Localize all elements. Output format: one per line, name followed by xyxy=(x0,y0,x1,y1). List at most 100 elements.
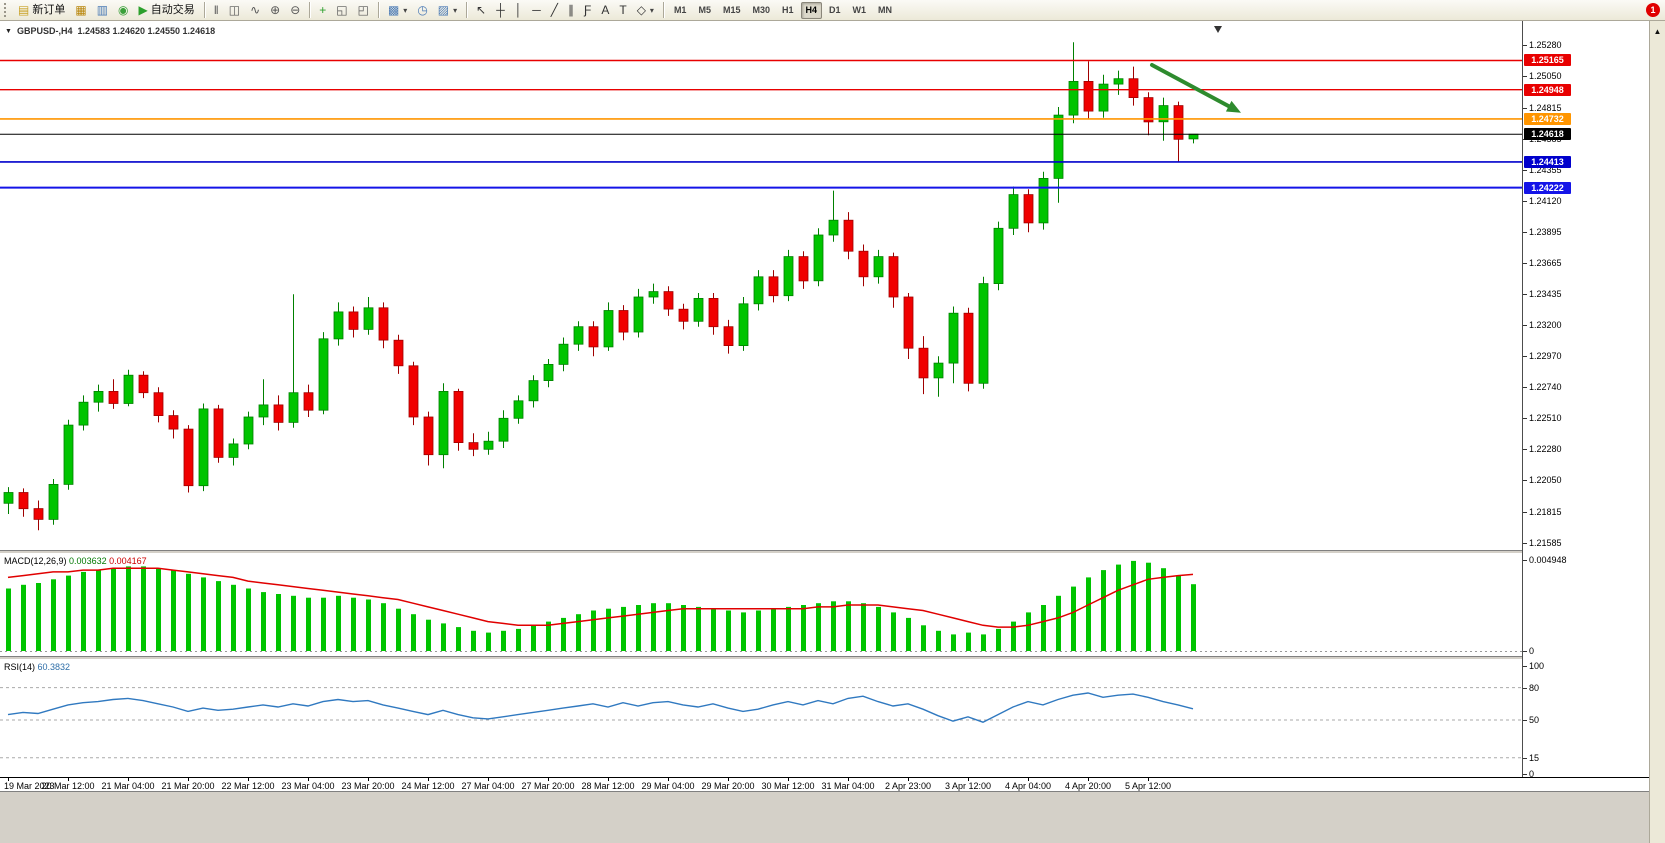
bars-mode-button[interactable]: ‖ xyxy=(210,1,223,20)
macd-bar xyxy=(1086,577,1091,651)
cascade-windows-button[interactable]: ◰ xyxy=(354,1,373,20)
price-axis-label: 1.24815 xyxy=(1529,102,1562,113)
time-tick xyxy=(248,778,249,781)
vertical-scrollbar[interactable]: ▲ xyxy=(1649,21,1665,843)
rsi-name: RSI(14) xyxy=(4,662,36,672)
timeframe-m30-button[interactable]: M30 xyxy=(752,4,770,15)
scroll-up-icon[interactable]: ▲ xyxy=(1653,27,1662,36)
timeframe-h1-button[interactable]: H1 xyxy=(782,4,794,15)
candle xyxy=(978,283,989,384)
channel-tool-button[interactable]: ∥ xyxy=(564,1,578,20)
period-icon: ◷ xyxy=(417,3,428,17)
period-button[interactable]: ◷ xyxy=(413,1,431,20)
candles-mode-icon: ◫ xyxy=(228,3,241,17)
time-axis-label: 20 Mar 12:00 xyxy=(41,781,95,791)
price-level-badge: 1.25165 xyxy=(1524,54,1571,67)
sounds-button[interactable]: ◉ xyxy=(114,1,132,20)
chart-shift-marker-icon[interactable] xyxy=(1214,26,1222,33)
price-level-badge: 1.24732 xyxy=(1524,112,1571,125)
shapes-tool-button[interactable]: ◇ ▾ xyxy=(633,1,658,20)
candles-mode-button[interactable]: ◫ xyxy=(225,1,244,20)
notification-badge[interactable]: 1 xyxy=(1646,3,1660,17)
timeframe-w1-button[interactable]: W1 xyxy=(852,4,867,15)
macd-bar xyxy=(981,634,986,651)
candle xyxy=(828,219,839,236)
timeframe-m5-button[interactable]: M5 xyxy=(698,4,711,15)
price-axis-separator xyxy=(1522,21,1523,777)
macd-panel[interactable] xyxy=(0,554,1522,655)
toolbar-separator xyxy=(466,2,468,18)
time-axis[interactable]: 19 Mar 2023 20 Mar 12:00 21 Mar 04:00 21 Ma… xyxy=(0,778,1649,791)
tile-windows-button[interactable]: ◱ xyxy=(332,1,351,20)
timeframe-h4-button[interactable]: H4 xyxy=(800,1,823,19)
time-axis-label: 29 Mar 04:00 xyxy=(641,781,695,791)
new-order-button[interactable]: ▤ 新订单 xyxy=(14,1,69,20)
timeframe-mn-button[interactable]: MN xyxy=(878,4,893,15)
rsi-panel[interactable] xyxy=(0,660,1522,777)
candle xyxy=(348,311,359,330)
macd-bar xyxy=(1071,586,1076,651)
candle xyxy=(183,428,194,487)
macd-bar xyxy=(966,632,971,651)
zoom-in-icon: ⊕ xyxy=(270,3,281,17)
candle xyxy=(1023,194,1034,224)
macd-bar xyxy=(351,597,356,651)
candle xyxy=(453,390,464,443)
candle xyxy=(558,343,569,365)
vertical-line-tool-button[interactable]: │ xyxy=(511,1,527,20)
rsi-axis-label: 0 xyxy=(1529,769,1535,779)
rsi-line xyxy=(7,692,1194,723)
price-level-badge: 1.24618 xyxy=(1524,128,1571,141)
market-watch-button[interactable]: ▥ xyxy=(93,1,112,20)
cursor-tool-button[interactable]: ↖ xyxy=(472,1,490,20)
price-axis-label: 1.24120 xyxy=(1529,196,1562,207)
text-tool-icon: A xyxy=(601,3,610,17)
label-tool-button[interactable]: T xyxy=(615,1,630,20)
timeframe-m1-button[interactable]: M1 xyxy=(673,4,687,15)
new-chart-button[interactable]: ▩ ▾ xyxy=(384,1,411,20)
macd-bar xyxy=(186,573,191,651)
macd-bar xyxy=(801,605,806,651)
line-mode-button[interactable]: ∿ xyxy=(246,1,264,20)
rsi-axis-label-tick xyxy=(1523,720,1527,721)
rsi-value: 60.3832 xyxy=(37,662,71,672)
time-tick xyxy=(68,778,69,781)
candle xyxy=(858,250,869,278)
trend-arrow-annotation[interactable] xyxy=(1150,63,1236,111)
price-chart[interactable] xyxy=(0,21,1522,550)
text-tool-button[interactable]: A xyxy=(597,1,613,20)
candle xyxy=(1008,194,1019,229)
candle xyxy=(918,347,929,379)
macd-bar xyxy=(711,608,716,651)
timeframe-m15-button[interactable]: M15 xyxy=(722,4,741,15)
panel-divider-rsi[interactable] xyxy=(0,656,1649,660)
macd-axis-zero-label-tick xyxy=(1523,651,1527,652)
horizontal-line-tool-button[interactable]: ─ xyxy=(528,1,545,20)
trendline-tool-button[interactable]: ╱ xyxy=(547,1,562,20)
candle xyxy=(633,296,644,333)
charts-window-button[interactable]: ▦ xyxy=(71,1,90,20)
macd-bar xyxy=(456,627,461,651)
auto-trading-button[interactable]: ▶ 自动交易 xyxy=(135,1,199,20)
zoom-out-button[interactable]: ⊖ xyxy=(286,1,304,20)
macd-bar xyxy=(906,617,911,651)
zoom-in-button[interactable]: ⊕ xyxy=(266,1,284,20)
candle xyxy=(618,310,629,333)
shapes-tool-icon: ◇ xyxy=(636,3,646,17)
fibonacci-tool-button[interactable]: Ƒ xyxy=(580,1,595,20)
price-axis-label: 1.23895 xyxy=(1529,226,1562,237)
macd-bar xyxy=(51,579,56,651)
macd-axis-max-label: 0.004948 xyxy=(1529,555,1567,565)
chart-dropdown-icon[interactable]: ▼ xyxy=(5,27,12,35)
timeframe-d1-button[interactable]: D1 xyxy=(829,4,841,15)
panel-divider-macd[interactable] xyxy=(0,550,1649,554)
candle xyxy=(363,307,374,330)
macd-bar xyxy=(861,603,866,651)
candle xyxy=(33,508,44,520)
templates-button[interactable]: ▨ ▾ xyxy=(434,1,461,20)
candle xyxy=(468,442,479,450)
time-axis-label: 24 Mar 12:00 xyxy=(401,781,455,791)
crosshair-tool-button[interactable]: ┼ xyxy=(492,1,509,20)
indicators-button[interactable]: + xyxy=(315,1,330,20)
macd-bar xyxy=(996,628,1001,651)
